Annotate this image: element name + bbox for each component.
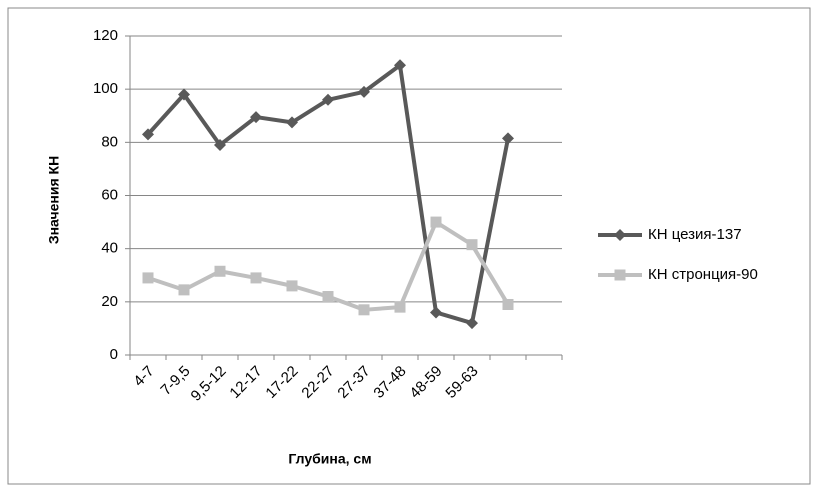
legend-label: КН стронция-90 [648, 266, 758, 283]
marker [394, 301, 406, 313]
marker [142, 272, 154, 284]
marker [178, 284, 190, 296]
chart-frame [7, 7, 811, 485]
y-tick-label: 120 [93, 27, 118, 44]
marker [466, 317, 478, 330]
marker [250, 111, 262, 124]
marker [142, 128, 154, 141]
marker [430, 216, 442, 228]
x-axis-title: Глубина, см [288, 451, 371, 467]
legend-label: КН цезия-137 [648, 226, 742, 243]
marker [250, 272, 262, 284]
y-tick-label: 20 [101, 293, 118, 310]
marker [322, 93, 334, 106]
y-tick-label: 60 [101, 186, 118, 203]
marker [214, 265, 226, 277]
marker [430, 306, 442, 319]
marker [502, 298, 514, 310]
y-axis-title: Значения КН [46, 156, 62, 244]
marker [502, 132, 514, 145]
y-tick-label: 100 [93, 80, 118, 97]
marker [286, 280, 298, 292]
y-tick-label: 0 [110, 346, 118, 363]
marker [178, 88, 190, 101]
marker [614, 269, 626, 281]
marker [614, 229, 626, 241]
marker [286, 116, 298, 129]
marker [358, 304, 370, 316]
marker [394, 59, 406, 72]
marker [466, 239, 478, 251]
y-tick-label: 80 [101, 133, 118, 150]
marker [322, 291, 334, 303]
marker [358, 85, 370, 98]
y-tick-label: 40 [101, 240, 118, 257]
marker [214, 138, 226, 151]
